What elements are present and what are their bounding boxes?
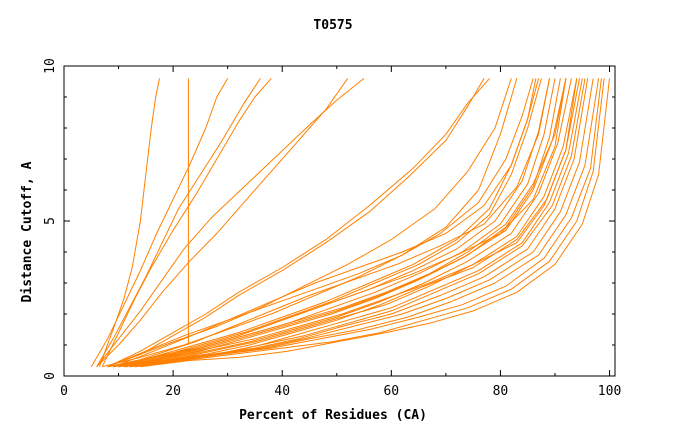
series-line-model-10 bbox=[107, 78, 512, 368]
x-tick-label-80: 80 bbox=[493, 384, 509, 399]
x-tick-label-40: 40 bbox=[274, 384, 290, 399]
series-line-model-34 bbox=[112, 78, 567, 368]
series-line-model-26 bbox=[129, 78, 602, 368]
y-tick-label-5: 5 bbox=[43, 217, 58, 225]
y-tick-label-10: 10 bbox=[43, 58, 58, 74]
plot-frame bbox=[63, 65, 616, 377]
series-line-model-06 bbox=[96, 78, 365, 368]
y-tick-label-0: 0 bbox=[43, 372, 58, 380]
series-line-model-19 bbox=[123, 78, 578, 368]
x-tick-label-0: 0 bbox=[60, 384, 68, 399]
series-line-model-08 bbox=[107, 78, 490, 368]
chart-title: T0575 bbox=[313, 18, 352, 33]
series-line-model-14 bbox=[107, 78, 550, 368]
series-line-model-17 bbox=[113, 78, 567, 368]
series-line-model-01 bbox=[99, 78, 160, 367]
series-line-model-31 bbox=[118, 78, 550, 368]
series-line-model-32 bbox=[123, 78, 578, 368]
series-line-model-30 bbox=[107, 78, 534, 368]
series-line-model-27 bbox=[134, 78, 605, 368]
series-line-model-03 bbox=[90, 78, 229, 367]
series-line-model-29 bbox=[112, 78, 537, 368]
series-line-model-04 bbox=[96, 78, 261, 367]
y-axis-label: Distance Cutoff, A bbox=[20, 161, 35, 302]
series-line-model-07 bbox=[96, 78, 349, 368]
series-line-model-18 bbox=[118, 78, 572, 368]
series-line-model-22 bbox=[129, 78, 586, 368]
series-line-model-24 bbox=[129, 78, 594, 368]
series-line-model-23 bbox=[123, 78, 589, 368]
series-line-model-13 bbox=[112, 78, 542, 368]
series-layer bbox=[90, 78, 610, 368]
series-line-model-05 bbox=[101, 78, 272, 367]
series-line-model-09 bbox=[107, 78, 485, 368]
x-tick-label-20: 20 bbox=[165, 384, 181, 399]
x-axis-label: Percent of Residues (CA) bbox=[239, 408, 427, 423]
series-line-model-16 bbox=[118, 78, 561, 368]
x-tick-label-60: 60 bbox=[383, 384, 399, 399]
series-line-model-28 bbox=[140, 78, 610, 368]
x-tick-label-100: 100 bbox=[598, 384, 621, 399]
series-line-model-33 bbox=[129, 78, 567, 368]
series-line-model-15 bbox=[112, 78, 556, 368]
